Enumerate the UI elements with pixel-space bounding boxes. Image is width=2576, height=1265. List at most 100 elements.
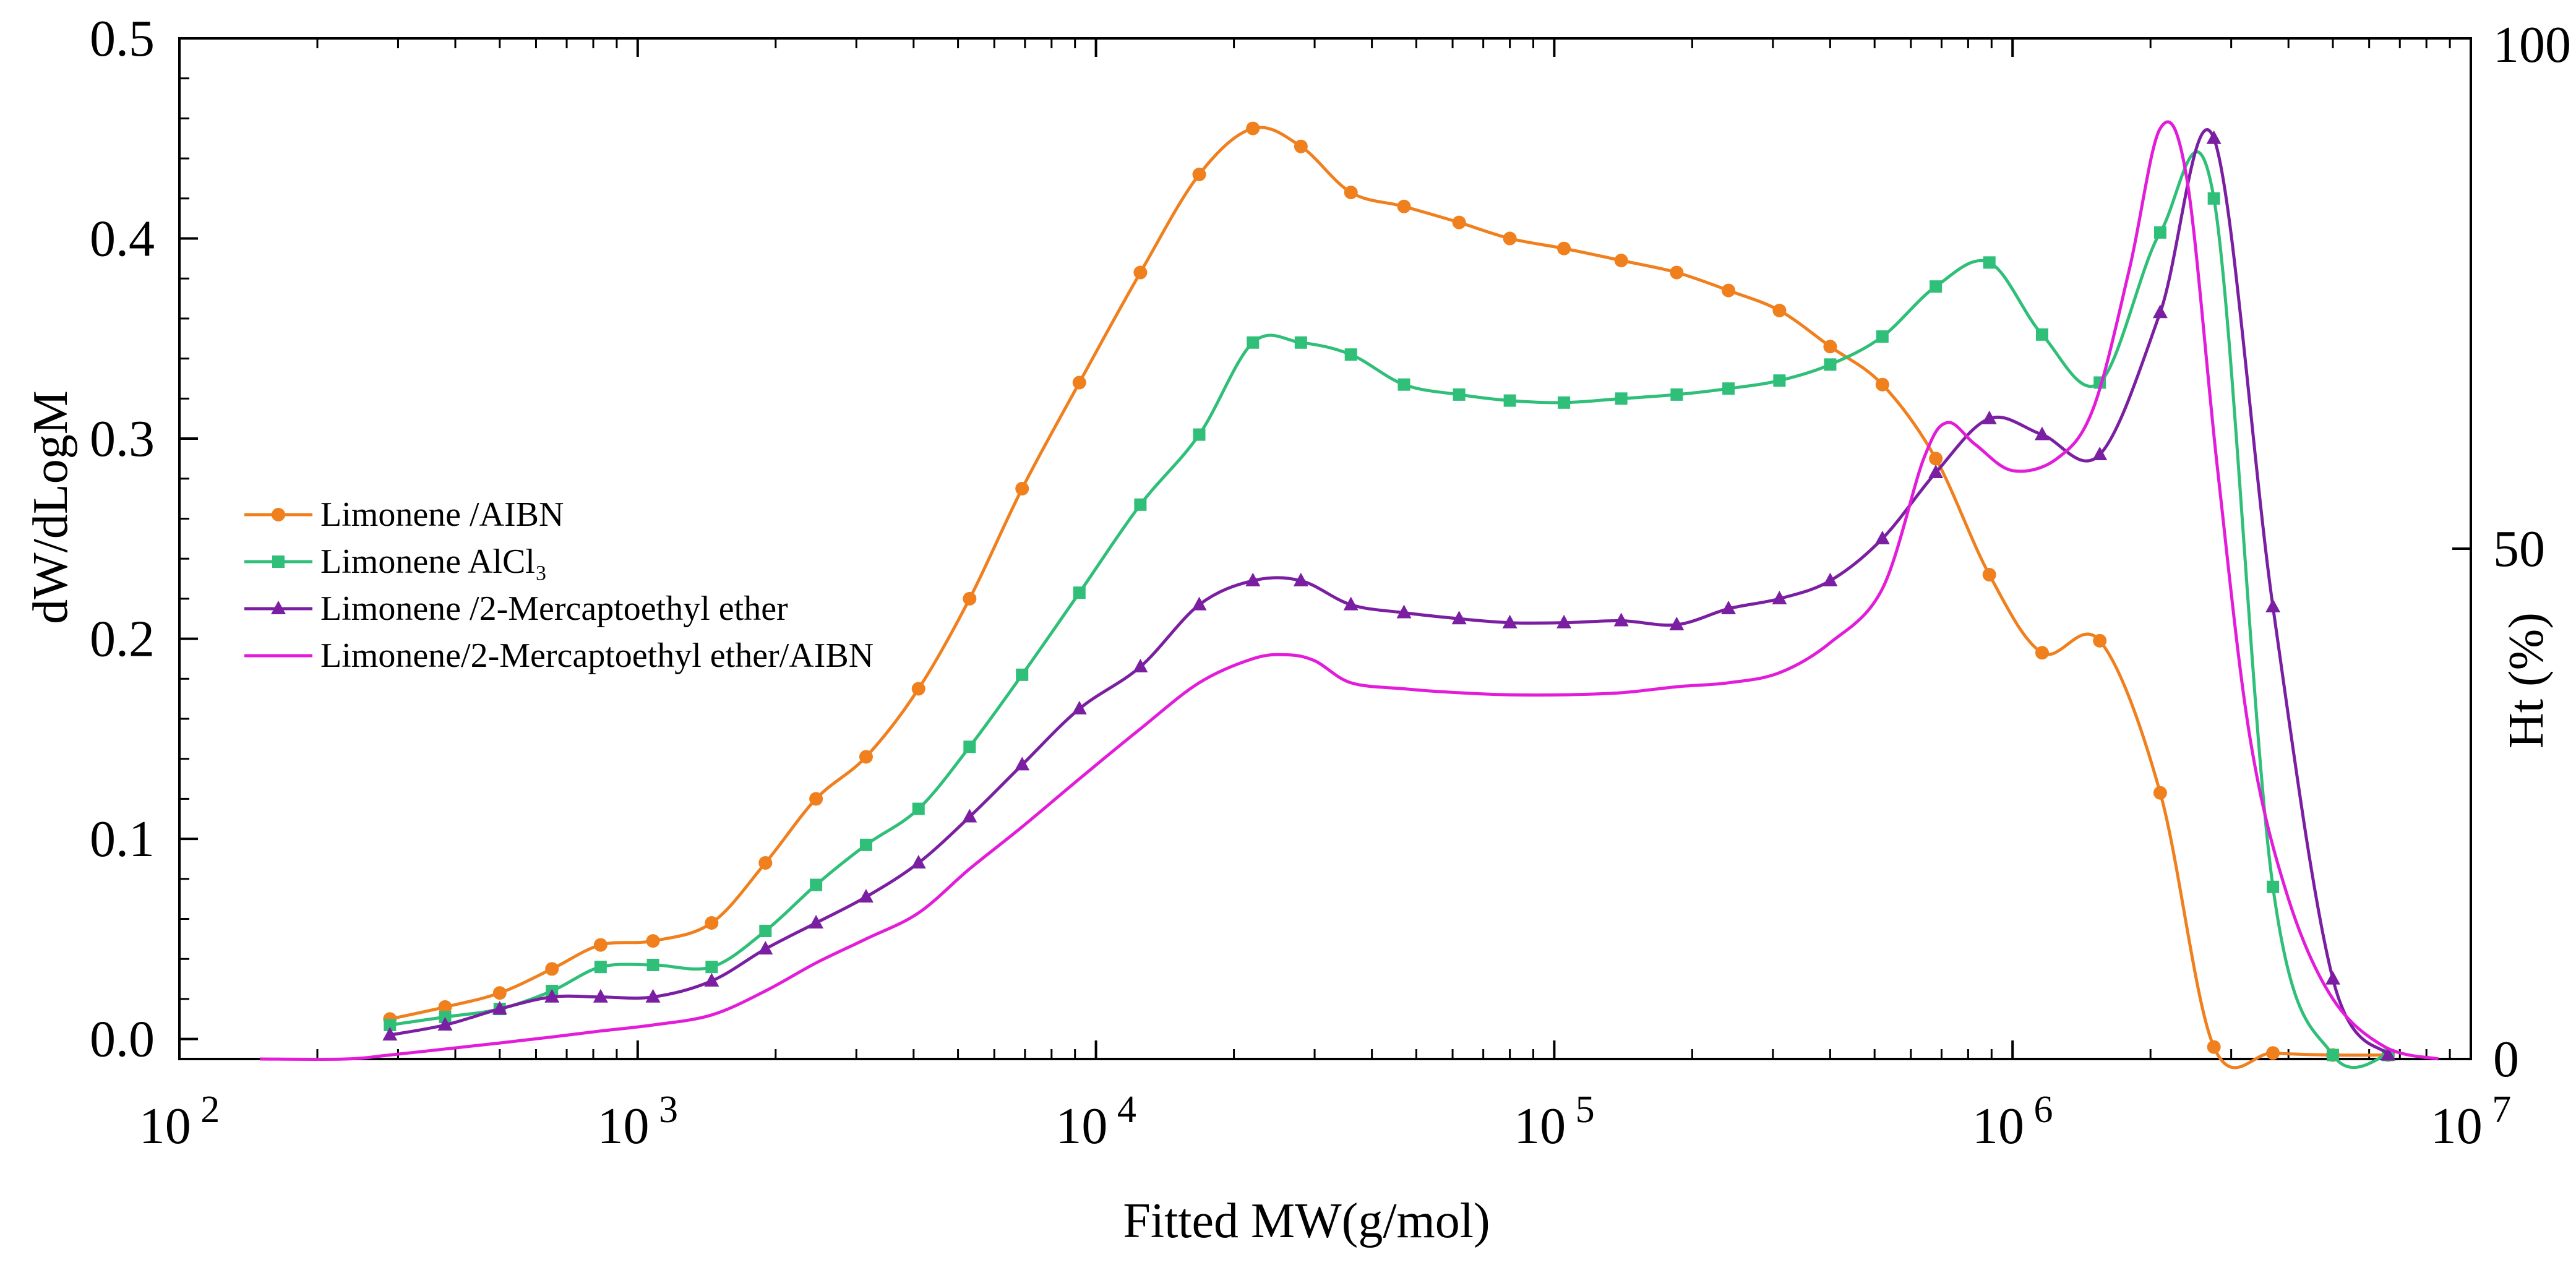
data-point bbox=[1721, 601, 1737, 615]
right-axis-ticks: 0 50 100 bbox=[2452, 16, 2571, 1088]
legend-label: Limonene /AIBN bbox=[320, 495, 564, 534]
data-point bbox=[758, 855, 773, 870]
legend-item: Limonene AlCl₃ bbox=[244, 542, 547, 581]
x-tick-base: 10 bbox=[139, 1097, 191, 1155]
data-point bbox=[437, 1017, 453, 1031]
data-point bbox=[1875, 377, 1889, 392]
legend-item: Limonene/2-Mercaptoethyl ether/AIBN bbox=[244, 637, 874, 675]
data-point bbox=[1193, 428, 1206, 441]
data-point bbox=[1823, 340, 1837, 354]
data-point bbox=[1929, 452, 1943, 466]
data-point bbox=[1772, 590, 1787, 604]
y-tick-label: 0.3 bbox=[90, 410, 155, 468]
data-point bbox=[2266, 1046, 2280, 1060]
data-point bbox=[438, 1000, 452, 1014]
data-point bbox=[1015, 757, 1030, 771]
data-point bbox=[1823, 572, 1838, 586]
data-point bbox=[1928, 465, 1944, 479]
data-point bbox=[594, 961, 607, 974]
legend-label: Limonene AlCl₃ bbox=[320, 542, 547, 581]
data-point bbox=[1133, 265, 1148, 280]
data-point bbox=[1294, 139, 1308, 153]
data-point bbox=[1982, 568, 1996, 582]
x-tick-exponent: 7 bbox=[2483, 1089, 2512, 1131]
x-tick-base: 10 bbox=[1055, 1097, 1107, 1155]
x-tick-label: 10 5 bbox=[1514, 1089, 1595, 1155]
data-point bbox=[1614, 254, 1628, 268]
data-point bbox=[859, 838, 872, 851]
data-point bbox=[2265, 598, 2281, 612]
data-point bbox=[2035, 328, 2048, 341]
data-point bbox=[1670, 388, 1683, 401]
x-tick-label: 10 2 bbox=[139, 1089, 220, 1155]
data-point bbox=[1503, 394, 1516, 407]
data-point bbox=[1344, 348, 1357, 361]
x-tick-base: 10 bbox=[1972, 1097, 2024, 1155]
data-point bbox=[1397, 199, 1411, 213]
x-tick-base: 10 bbox=[2431, 1097, 2483, 1155]
data-point bbox=[382, 1027, 398, 1041]
legend-label: Limonene /2-Mercaptoethyl ether bbox=[320, 590, 788, 628]
data-point bbox=[646, 934, 660, 948]
data-point bbox=[1558, 396, 1571, 409]
data-point bbox=[1245, 572, 1261, 586]
data-point bbox=[705, 916, 719, 930]
data-point bbox=[645, 988, 661, 1003]
data-point bbox=[911, 854, 926, 868]
data-point bbox=[1191, 596, 1207, 611]
data-point bbox=[1876, 330, 1889, 343]
y-tick-label: 0.4 bbox=[90, 210, 155, 268]
data-point bbox=[1503, 231, 1517, 246]
data-point bbox=[912, 802, 925, 815]
y2-tick-label: 0 bbox=[2493, 1031, 2519, 1088]
data-point bbox=[911, 682, 925, 696]
data-point bbox=[858, 888, 874, 903]
series-1 bbox=[383, 121, 2395, 1070]
data-point bbox=[2381, 1047, 2396, 1061]
series-layer bbox=[260, 120, 2439, 1070]
data-point bbox=[593, 938, 608, 952]
data-point bbox=[1344, 186, 1358, 200]
data-point bbox=[2092, 446, 2108, 460]
x-axis-ticks: 10 2 10 3 10 4 10 5 10 6 10 7 bbox=[139, 38, 2512, 1155]
data-point bbox=[1072, 375, 1086, 390]
y-axis-title: dW/dLogM bbox=[24, 390, 78, 624]
data-point bbox=[544, 988, 560, 1003]
data-point bbox=[1015, 481, 1029, 495]
data-point bbox=[1247, 336, 1260, 349]
data-point bbox=[492, 1001, 507, 1015]
data-point bbox=[1343, 596, 1359, 611]
data-point bbox=[1722, 283, 1736, 298]
data-point bbox=[1071, 700, 1087, 714]
data-point bbox=[1983, 256, 1996, 269]
data-point bbox=[1294, 336, 1307, 349]
legend-marker bbox=[271, 601, 286, 614]
data-point bbox=[810, 878, 823, 891]
data-point bbox=[859, 750, 873, 764]
data-point bbox=[1133, 658, 1148, 672]
data-point bbox=[1073, 586, 1086, 599]
right-axis-title: Ht (%) bbox=[2499, 612, 2554, 748]
data-point bbox=[492, 986, 507, 1000]
data-point bbox=[1824, 358, 1837, 371]
data-point bbox=[2152, 304, 2168, 319]
data-point bbox=[1452, 215, 1466, 229]
x-tick-label: 10 4 bbox=[1055, 1089, 1136, 1155]
data-point bbox=[1613, 612, 1629, 627]
data-point bbox=[963, 591, 977, 606]
series-2 bbox=[384, 150, 2395, 1070]
y2-tick-label: 50 bbox=[2493, 520, 2545, 578]
x-tick-exponent: 4 bbox=[1107, 1089, 1136, 1131]
data-point bbox=[963, 740, 976, 753]
data-point bbox=[2153, 226, 2166, 239]
y-tick-label: 0.0 bbox=[90, 1011, 155, 1068]
data-point bbox=[2325, 971, 2340, 985]
data-point bbox=[646, 958, 659, 971]
series-line bbox=[260, 120, 2439, 1061]
data-point bbox=[2207, 192, 2220, 205]
data-point bbox=[1293, 572, 1308, 586]
legend: Limonene /AIBN Limonene AlCl₃ Limonene /2-… bbox=[244, 495, 874, 675]
data-point bbox=[1670, 265, 1684, 280]
x-tick-label: 10 3 bbox=[598, 1089, 679, 1155]
